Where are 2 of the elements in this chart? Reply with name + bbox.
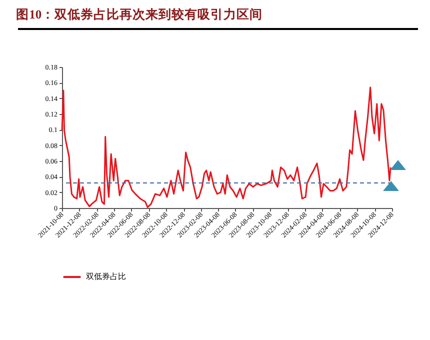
chart-title: 图10：双低券占比再次来到较有吸引力区间: [16, 6, 263, 22]
legend-label: 双低券占比: [86, 272, 126, 281]
